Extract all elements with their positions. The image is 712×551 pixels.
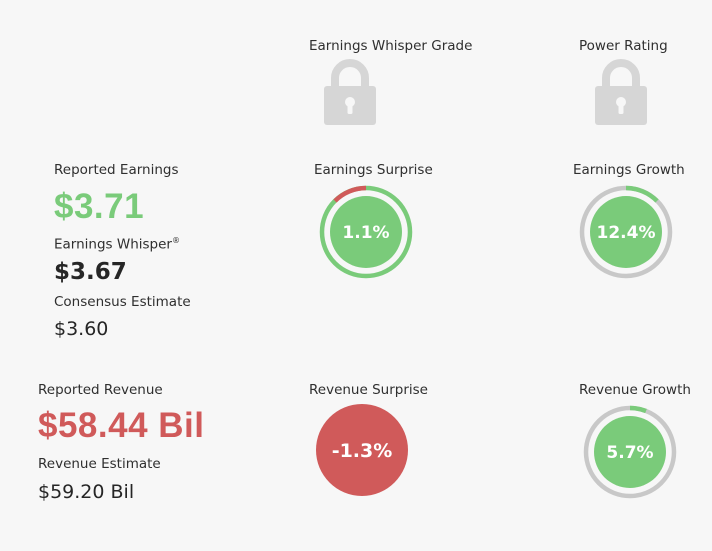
revenue-estimate-value: $59.20 Bil	[38, 481, 135, 503]
earnings-growth-label: Earnings Growth	[573, 162, 685, 178]
power-rating-label: Power Rating	[579, 38, 668, 54]
earnings-growth-gauge: 12.4%	[578, 184, 674, 280]
consensus-estimate-label: Consensus Estimate	[54, 294, 191, 310]
reported-earnings-label: Reported Earnings	[54, 162, 179, 178]
earnings-whisper-value: $3.67	[54, 259, 127, 285]
earnings-surprise-value: 1.1%	[342, 223, 389, 243]
reported-revenue-value: $58.44 Bil	[38, 406, 205, 445]
revenue-growth-value: 5.7%	[606, 443, 653, 463]
reported-earnings-value: $3.71	[54, 187, 145, 226]
lock-icon	[593, 58, 649, 126]
registered-mark: ®	[172, 236, 180, 245]
earnings-surprise-label: Earnings Surprise	[314, 162, 433, 178]
revenue-growth-gauge: 5.7%	[582, 404, 678, 500]
revenue-surprise-gauge: -1.3%	[314, 402, 410, 498]
consensus-estimate-value: $3.60	[54, 318, 109, 340]
reported-revenue-label: Reported Revenue	[38, 382, 163, 398]
earnings-whisper-label: Earnings Whisper®	[54, 236, 180, 253]
earnings-surprise-gauge: 1.1%	[318, 184, 414, 280]
revenue-surprise-label: Revenue Surprise	[309, 382, 428, 398]
revenue-growth-label: Revenue Growth	[579, 382, 691, 398]
whisper-grade-label: Earnings Whisper Grade	[309, 38, 473, 54]
revenue-estimate-label: Revenue Estimate	[38, 456, 161, 472]
revenue-surprise-value: -1.3%	[332, 440, 393, 462]
earnings-whisper-label-text: Earnings Whisper	[54, 236, 172, 253]
earnings-growth-value: 12.4%	[597, 223, 656, 243]
lock-icon	[322, 58, 378, 126]
